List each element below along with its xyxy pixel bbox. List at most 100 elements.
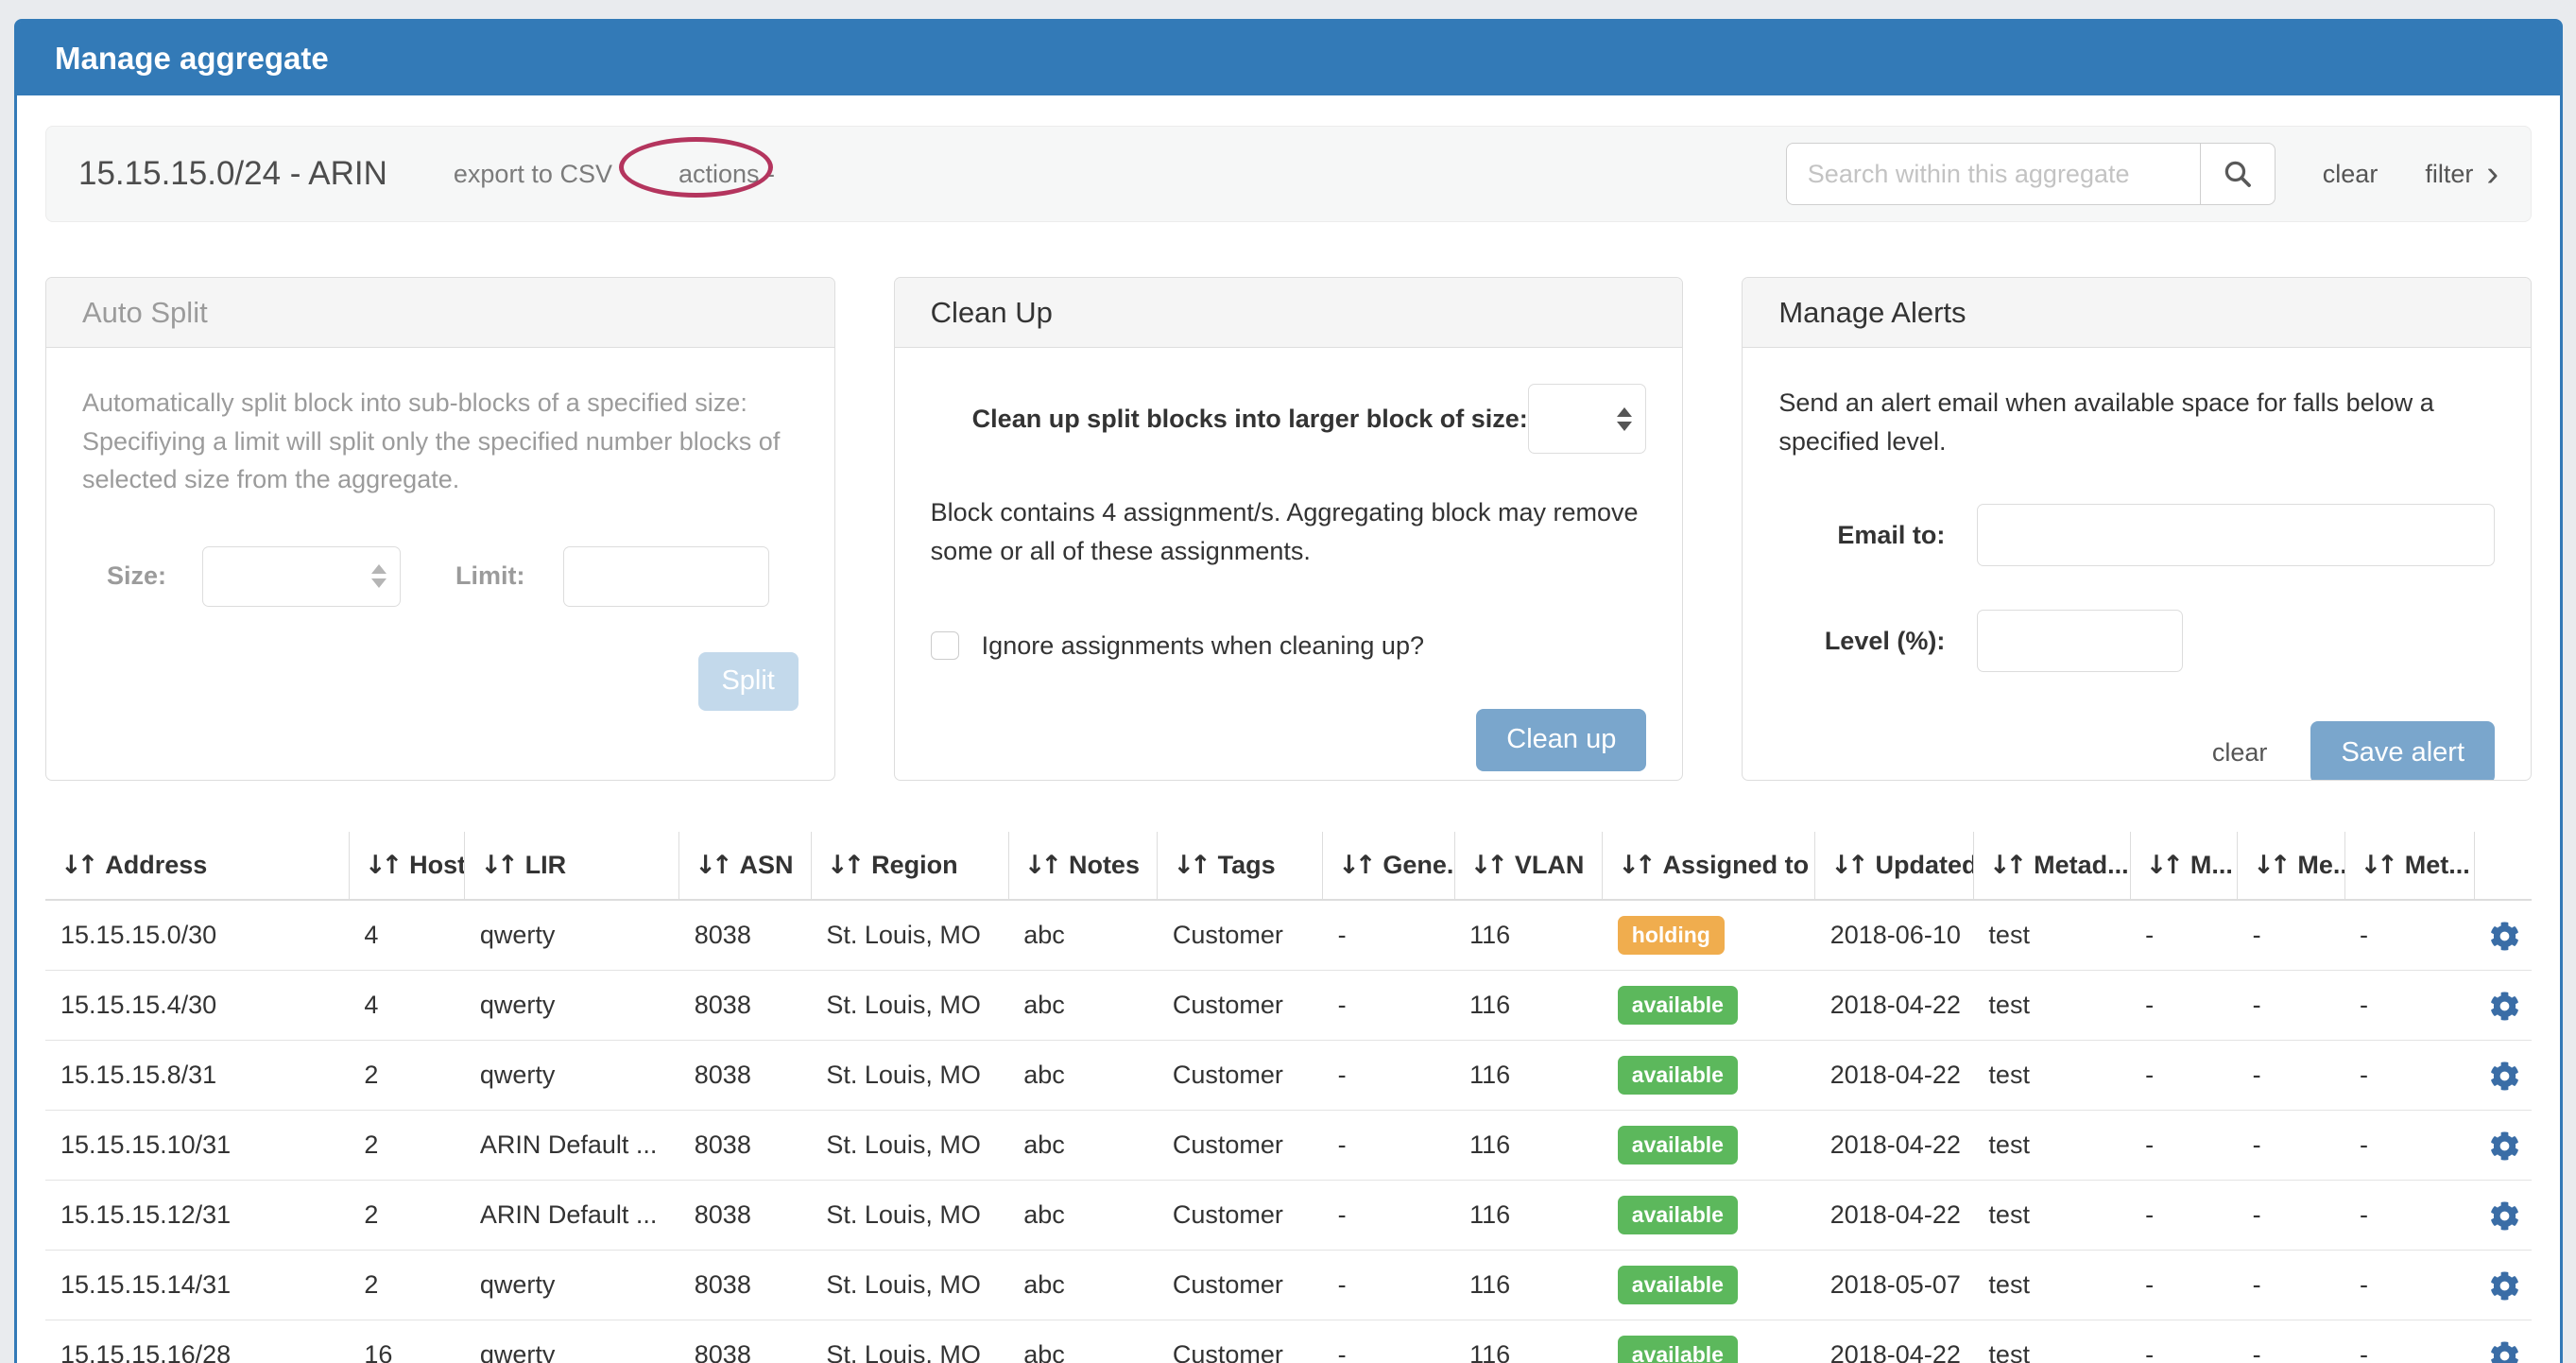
cell-metadata-1: test [1973,1320,2131,1363]
actions-dropdown[interactable]: actions - [678,159,776,188]
gear-icon[interactable] [2490,1271,2519,1301]
alerts-clear-link[interactable]: clear [2211,737,2268,767]
table-row: 15.15.15.4/30 4 qwerty 8038 St. Louis, M… [45,970,2532,1041]
auto-split-title: Auto Split [46,278,834,348]
cell-lir: qwerty [464,1320,679,1363]
col-header-notes[interactable]: ↓↑ Notes [1007,832,1158,901]
level-input[interactable] [1977,610,2184,672]
cell-asn: 8038 [678,1250,812,1320]
clean-up-card: Clean Up Clean up split blocks into larg… [893,277,1684,781]
gear-icon[interactable] [2490,1131,2519,1161]
col-header-row-actions [2474,832,2532,901]
col-header-asn[interactable]: ↓↑ ASN [678,832,812,901]
col-header-address[interactable]: ↓↑ Address [45,832,350,901]
cell-metadata-1: test [1973,1250,2131,1320]
status-badge: available [1617,1266,1738,1304]
col-header-updated[interactable]: ↓↑ Updated [1814,832,1974,901]
auto-split-card: Auto Split Automatically split block int… [45,277,835,781]
col-label: Me... [2297,851,2344,879]
col-label: Tags [1217,851,1276,879]
col-header-metadata-1[interactable]: ↓↑ Metad... [1972,832,2131,901]
ignore-assignments-checkbox[interactable] [930,631,959,661]
sort-icon: ↓↑ [1338,851,1376,880]
cell-assigned-to: available [1602,1250,1815,1320]
limit-input[interactable] [562,545,769,607]
cell-notes: abc [1008,970,1158,1041]
split-button[interactable]: Split [697,651,799,711]
col-header-tags[interactable]: ↓↑ Tags [1157,832,1323,901]
sort-icon: ↓↑ [695,851,732,880]
cell-lir: qwerty [464,970,679,1041]
cell-vlan: 116 [1454,900,1603,971]
sort-icon: ↓↑ [1988,851,2027,880]
col-label: Address [105,851,208,879]
cell-metadata-1: test [1973,1180,2131,1251]
cell-updated: 2018-04-22 [1814,1320,1974,1363]
cell-metadata-3: - [2237,1040,2345,1111]
cell-row-actions [2474,1110,2532,1181]
cell-metadata-1: test [1973,1040,2131,1111]
cell-generic: - [1322,970,1455,1041]
col-header-lir[interactable]: ↓↑ LIR [464,832,679,901]
gear-icon[interactable] [2490,1201,2519,1231]
cell-generic: - [1322,1320,1455,1363]
auto-split-form: Size: Limit: [82,545,799,607]
select-spinner-icon [1617,406,1633,431]
cell-vlan: 116 [1454,1250,1603,1320]
email-to-input[interactable] [1977,504,2496,566]
cell-metadata-2: - [2130,1320,2238,1363]
col-header-metadata-3[interactable]: ↓↑Me... [2237,832,2345,901]
cell-hosts: 4 [349,970,465,1041]
search-button[interactable] [2199,143,2275,205]
col-header-region[interactable]: ↓↑ Region [810,832,1009,901]
filter-link[interactable]: filter › [2425,156,2499,192]
cell-generic: - [1322,1110,1455,1181]
col-header-metadata-2[interactable]: ↓↑ M... [2129,832,2238,901]
gear-icon[interactable] [2490,1341,2519,1363]
search-input[interactable] [1785,143,2200,205]
cell-metadata-1: test [1973,900,2131,971]
gear-icon[interactable] [2490,992,2519,1021]
aggregate-toolbar: 15.15.15.0/24 - ARIN export to CSV actio… [45,126,2532,222]
table-body: 15.15.15.0/30 4 qwerty 8038 St. Louis, M… [45,900,2532,1363]
col-header-metadata-4[interactable]: ↓↑ Met... [2344,832,2475,901]
search-group [1785,143,2275,205]
cell-hosts: 16 [349,1320,465,1363]
size-select[interactable] [202,545,402,607]
cell-hosts: 2 [349,1250,465,1320]
cell-metadata-4: - [2344,1180,2475,1251]
col-header-generic[interactable]: ↓↑Gene... [1322,832,1455,901]
sort-icon: ↓↑ [364,851,403,880]
cell-assigned-to: available [1602,1110,1815,1181]
clean-up-size-select[interactable] [1527,384,1647,454]
table-row: 15.15.15.16/28 16 qwerty 8038 St. Louis,… [45,1320,2532,1363]
cell-address: 15.15.15.8/31 [45,1040,350,1111]
cell-metadata-2: - [2130,1110,2238,1181]
cell-tags: Customer [1157,1040,1323,1111]
col-label: Notes [1068,851,1140,879]
manage-alerts-actions: clear Save alert [1778,721,2496,780]
clear-link[interactable]: clear [2322,159,2379,188]
clean-up-button[interactable]: Clean up [1476,708,1647,771]
cell-metadata-4: - [2344,1320,2475,1363]
manage-alerts-description: Send an alert email when available space… [1778,388,2434,456]
save-alert-button[interactable]: Save alert [2310,721,2496,780]
gear-icon[interactable] [2490,1061,2519,1091]
cell-hosts: 4 [349,900,465,971]
col-header-assigned-to[interactable]: ↓↑ Assigned to [1602,832,1815,901]
cell-lir: ARIN Default ... [464,1180,679,1251]
cell-hosts: 2 [349,1180,465,1251]
table-header: ↓↑Address ↓↑Hosts ↓↑LIR ↓↑ASN ↓↑Region ↓… [45,832,2532,901]
col-header-vlan[interactable]: ↓↑ VLAN [1453,832,1603,901]
cell-generic: - [1322,1180,1455,1251]
cell-asn: 8038 [678,970,812,1041]
limit-label: Limit: [455,561,525,591]
email-to-label: Email to: [1837,520,1946,549]
export-to-csv-link[interactable]: export to CSV [453,159,612,188]
status-badge: holding [1617,916,1725,955]
cell-vlan: 116 [1454,970,1603,1041]
col-header-hosts[interactable]: ↓↑Hosts [348,832,465,901]
gear-icon[interactable] [2490,922,2519,951]
cell-region: St. Louis, MO [811,900,1009,971]
manage-aggregate-panel: Manage aggregate 15.15.15.0/24 - ARIN ex… [14,19,2563,1363]
